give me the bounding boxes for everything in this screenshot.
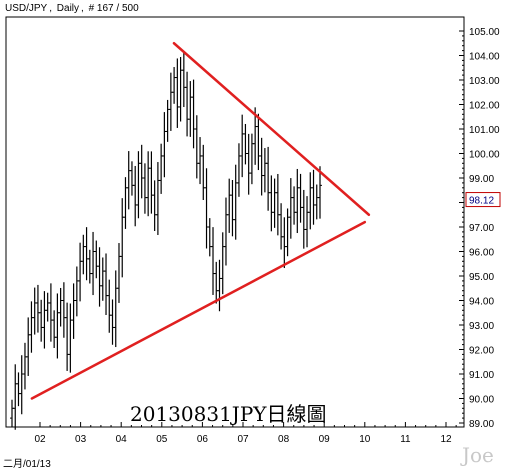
- x-tick-label: 11: [400, 434, 411, 445]
- x-tick-label: 08: [278, 434, 290, 445]
- last-price-tag: 98.12: [465, 192, 501, 208]
- y-tick-label: 95.00: [469, 272, 494, 283]
- y-tick-label: 103.00: [469, 76, 500, 87]
- x-tick-label: 06: [197, 434, 209, 445]
- header-separator: ,: [49, 3, 53, 14]
- y-tick-label: 91.00: [469, 370, 494, 381]
- y-tick-label: 89.00: [469, 419, 494, 430]
- trendline-lower: [30, 220, 367, 400]
- trendlines: [30, 42, 371, 400]
- y-tick-label: 97.00: [469, 223, 494, 234]
- x-tick-label: 12: [440, 434, 452, 445]
- y-tick-label: 93.00: [469, 321, 494, 332]
- x-tick-label: 09: [319, 434, 331, 445]
- author-watermark: Joe: [462, 443, 494, 467]
- y-tick-label: 96.00: [469, 248, 494, 259]
- x-axis: 02 03 04 05 06 07 08 09 10 11 12: [34, 422, 457, 445]
- x-tick-label: 05: [156, 434, 168, 445]
- chart-header: USD/JPY, Daily, # 167 / 500: [5, 3, 139, 14]
- plot-area: [5, 16, 465, 428]
- last-price-box: [465, 192, 501, 208]
- x-tick-label: 03: [75, 434, 87, 445]
- y-tick-label: 90.00: [469, 395, 494, 406]
- symbol-label: USD/JPY: [5, 3, 48, 14]
- start-date-label: 二月/01/13: [3, 459, 51, 470]
- x-tick-label: 07: [237, 434, 249, 445]
- x-tick-label: 04: [116, 434, 128, 445]
- x-tick-label: 02: [34, 434, 46, 445]
- y-tick-label: 105.00: [469, 27, 500, 38]
- chart-caption: 20130831JPY日線圖: [130, 402, 327, 426]
- y-axis: 105.00 104.00 103.00 102.00 101.00 100.00 99.0…: [459, 27, 500, 430]
- y-tick-label: 94.00: [469, 297, 494, 308]
- y-tick-label: 104.00: [469, 52, 500, 63]
- y-tick-label: 100.00: [469, 150, 500, 161]
- y-tick-label: 92.00: [469, 346, 494, 357]
- period-label: Daily: [56, 3, 80, 14]
- y-tick-label: 99.00: [469, 174, 494, 185]
- ohlc-bar: [318, 166, 322, 219]
- x-tick-label: 10: [359, 434, 371, 445]
- last-price-label: 98.12: [469, 196, 494, 207]
- bar-count-label: # 167 / 500: [88, 3, 139, 14]
- price-bars: [10, 52, 322, 430]
- trendline-upper: [172, 42, 371, 216]
- y-tick-label: 102.00: [469, 101, 500, 112]
- y-tick-label: 101.00: [469, 125, 500, 136]
